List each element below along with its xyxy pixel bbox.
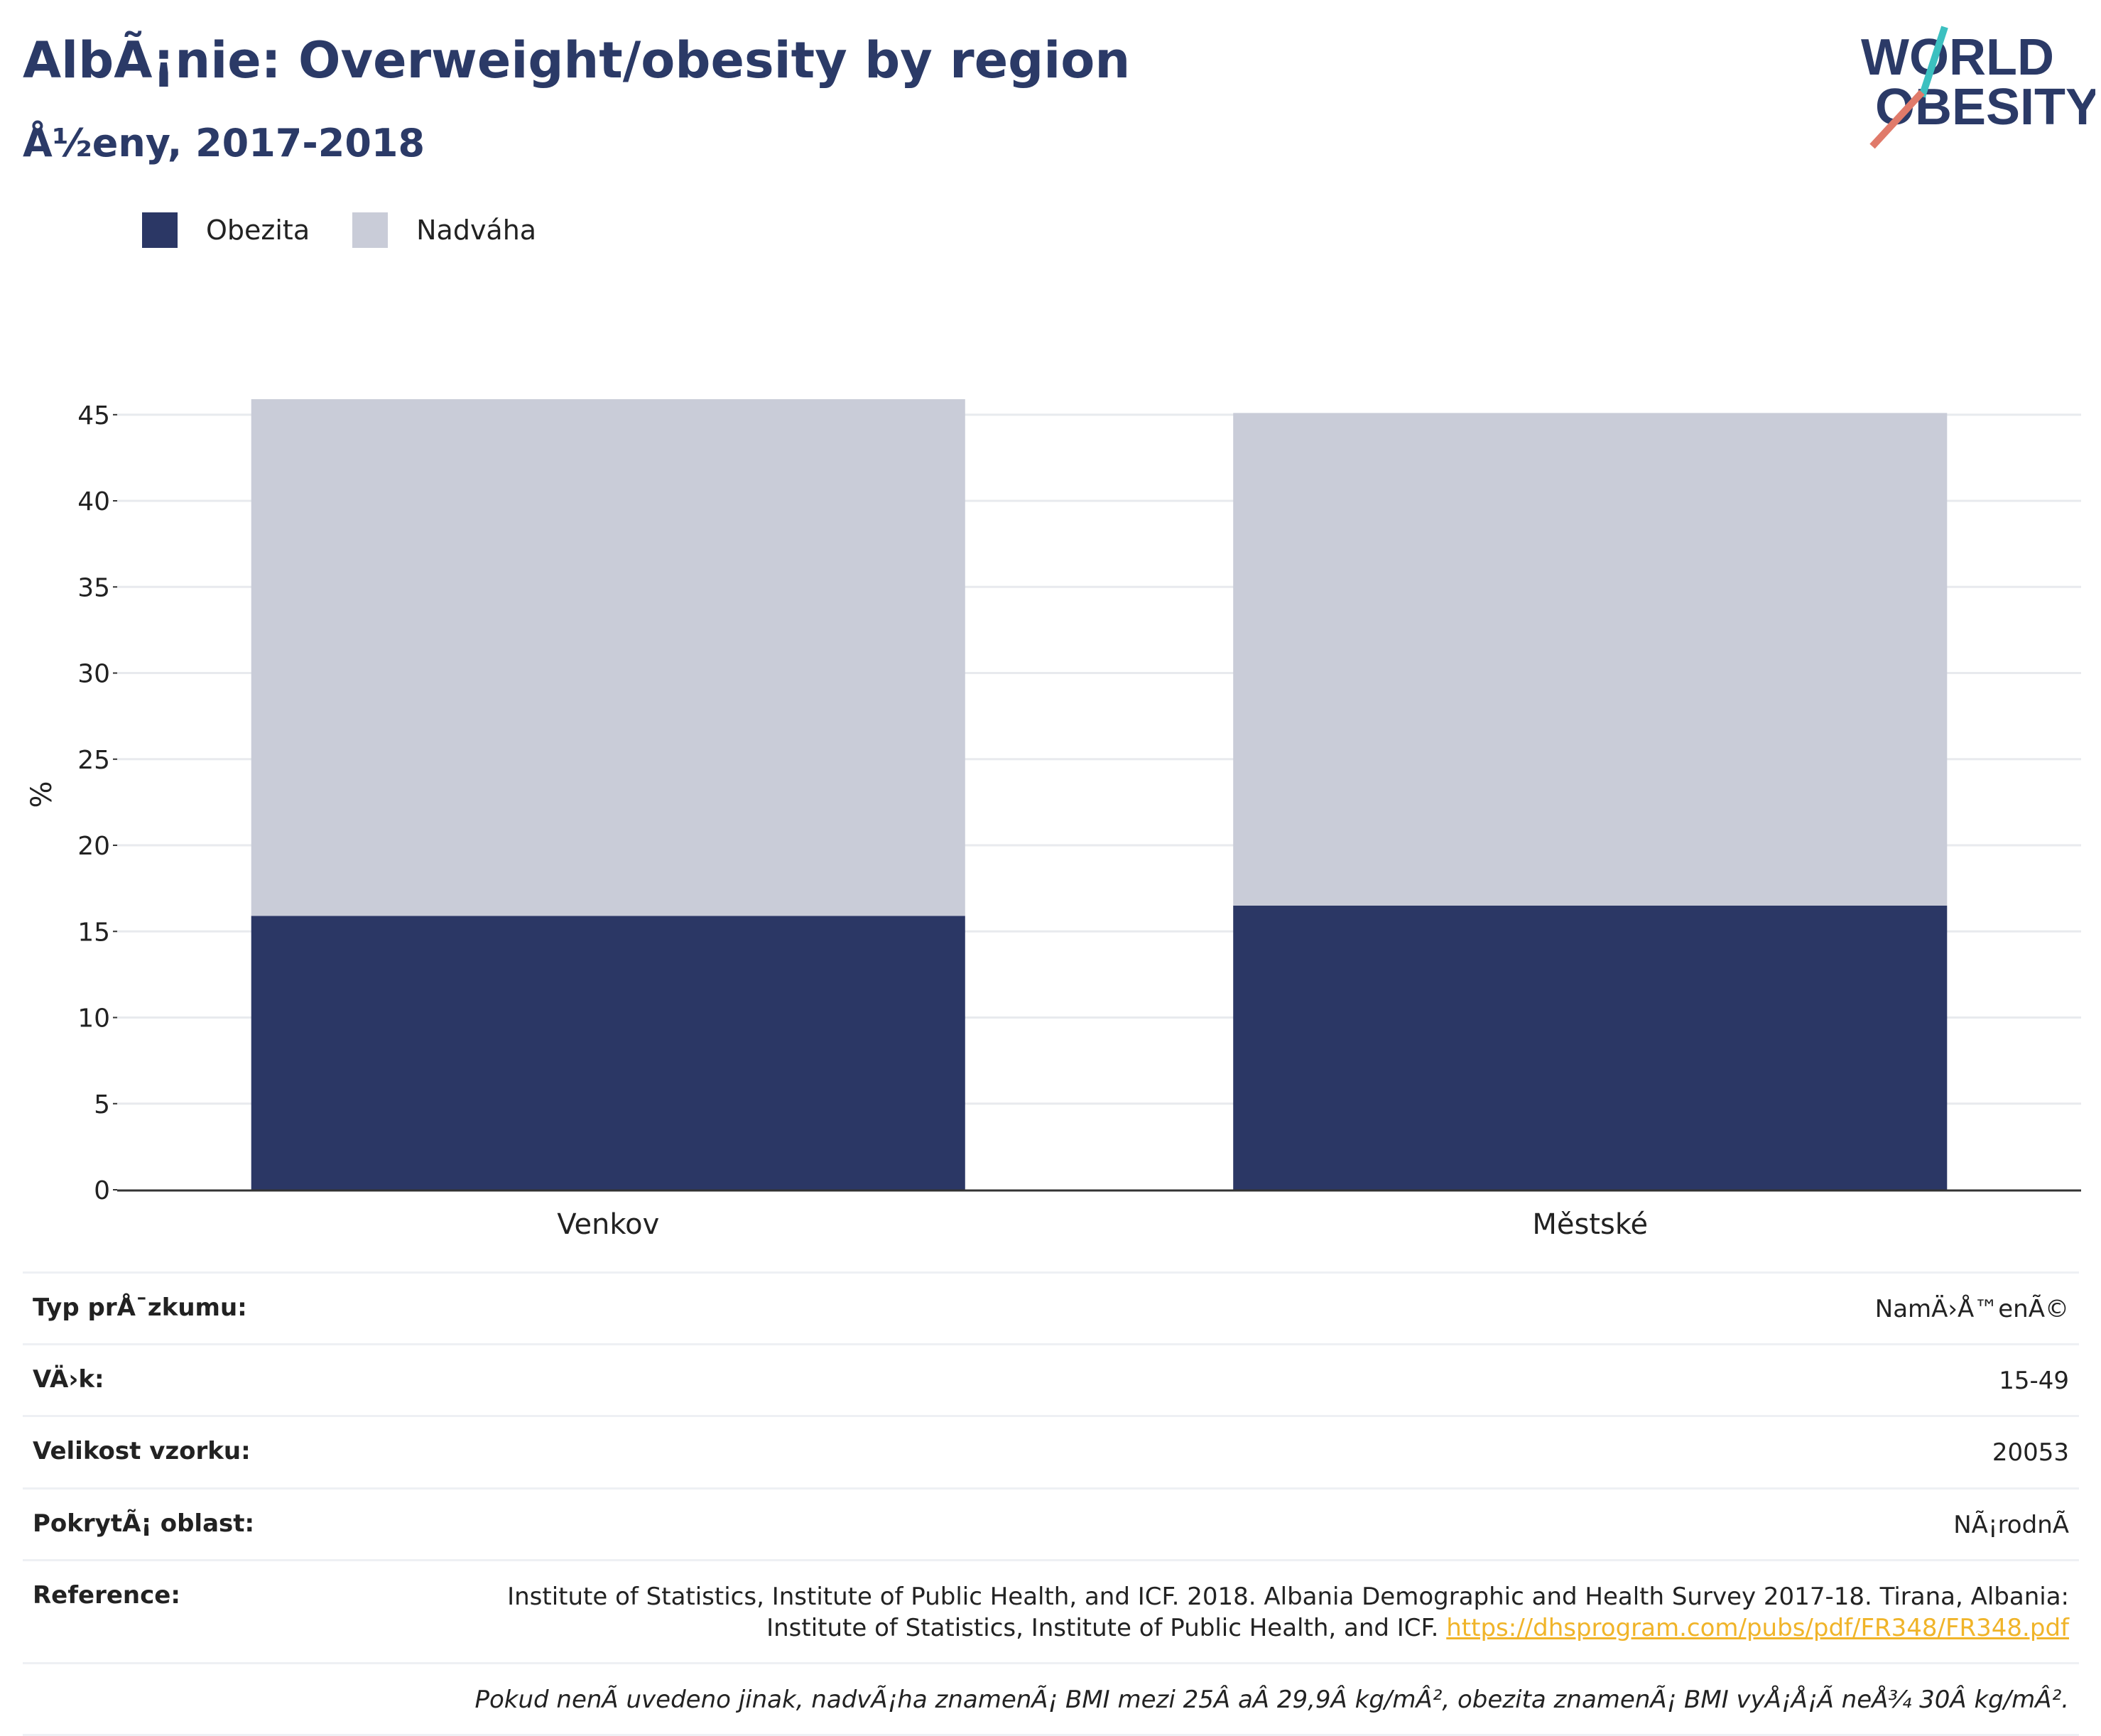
logo-slash-coral [1869, 89, 1925, 149]
info-value-age: 15-49 [1999, 1367, 2069, 1396]
y-tick-label: 25 [77, 746, 110, 775]
info-row-note: Pokud nenÃ uvedeno jinak, nadvÃ¡ha zname… [23, 1662, 2079, 1736]
bar-obezita-0 [251, 916, 965, 1190]
reference-line1: Institute of Statistics, Institute of Pu… [507, 1582, 2069, 1611]
x-tick-label: Městské [1532, 1208, 1648, 1241]
info-value-survey-type: NamÄ›Å™enÃ© [1874, 1295, 2069, 1323]
legend-label-obezita: Obezita [206, 215, 310, 246]
y-tick-label: 45 [77, 401, 110, 430]
info-row: PokrytÃ¡ oblast: NÃ¡rodnÃ [23, 1487, 2079, 1559]
info-row: VÄ›k: 15-49 [23, 1343, 2079, 1415]
bar-nadv-ha-0 [251, 399, 965, 916]
info-key-reference: Reference: [33, 1580, 180, 1610]
y-tick-label: 15 [77, 918, 110, 947]
info-row: Velikost vzorku: 20053 [23, 1415, 2079, 1487]
legend-swatch-obezita [142, 212, 178, 248]
info-row: Typ prÅ¯zkumu: NamÄ›Å™enÃ© [23, 1271, 2079, 1343]
info-value-reference: Institute of Statistics, Institute of Pu… [507, 1581, 2069, 1644]
info-value-coverage: NÃ¡rodnÃ [1953, 1510, 2069, 1539]
bar-nadv-ha-1 [1233, 413, 1948, 906]
chart-title: AlbÃ¡nie: Overweight/obesity by region [23, 31, 1131, 89]
definition-note: Pokud nenÃ uvedeno jinak, nadvÃ¡ha zname… [474, 1686, 2069, 1715]
y-tick-label: 40 [77, 487, 110, 516]
info-key-age: VÄ›k: [33, 1365, 104, 1394]
legend-item-nadvaha: Nadváha [352, 212, 536, 248]
info-row-reference: Reference: Institute of Statistics, Inst… [23, 1558, 2079, 1662]
info-key-coverage: PokrytÃ¡ oblast: [33, 1509, 255, 1538]
y-axis-label: % [26, 781, 58, 808]
y-tick-label: 30 [77, 660, 110, 689]
info-value-sample-size: 20053 [1992, 1438, 2069, 1468]
y-tick-label: 5 [94, 1090, 110, 1119]
info-key-sample-size: Velikost vzorku: [33, 1437, 251, 1466]
world-obesity-logo: WORLD OBESITY [1861, 26, 2095, 149]
y-tick-label: 35 [77, 573, 110, 602]
info-key-survey-type: Typ prÅ¯zkumu: [33, 1293, 247, 1322]
x-tick-label: Venkov [557, 1208, 659, 1241]
logo-slash-teal [1918, 26, 1948, 98]
logo-line1: WORLD [1861, 29, 2054, 86]
legend-item-obezita: Obezita [142, 212, 310, 248]
legend-label-nadvaha: Nadváha [416, 215, 537, 246]
chart-legend: Obezita Nadváha [142, 210, 579, 250]
reference-line2: Institute of Statistics, Institute of Pu… [766, 1613, 1439, 1642]
y-tick-label: 0 [94, 1176, 110, 1205]
chart-subtitle: Å½eny, 2017-2018 [23, 121, 425, 166]
bar-chart: 0 5 10 15 20 25 30 35 40 45% Venkov Městské [26, 399, 2081, 1241]
legend-swatch-nadvaha [352, 212, 389, 248]
y-tick-label: 20 [77, 832, 110, 861]
reference-link[interactable]: https://dhsprogram.com/pubs/pdf/FR348/FR… [1446, 1613, 2069, 1642]
y-tick-label: 10 [77, 1004, 110, 1034]
bar-obezita-1 [1233, 905, 1948, 1190]
survey-info-table: Typ prÅ¯zkumu: NamÄ›Å™enÃ© VÄ›k: 15-49 V… [23, 1271, 2079, 1736]
